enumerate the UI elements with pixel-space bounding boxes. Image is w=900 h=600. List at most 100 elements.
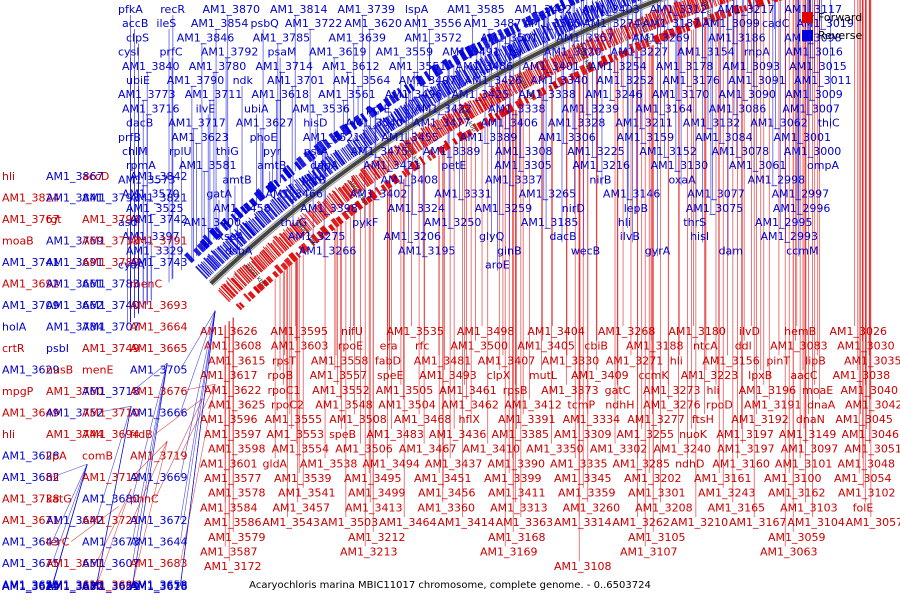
reverse-gene [607,0,614,12]
forward-gene [548,84,554,92]
gene-label-left: AM1_3721 [82,514,140,527]
forward-gene [383,179,393,190]
reverse-gene [480,36,491,49]
forward-gene [587,61,595,72]
gene-label-reverse: AM1_3711 [185,88,243,101]
gene-label-forward: AM1_3548 [315,399,373,412]
forward-gene [535,62,545,80]
reverse-gene [628,0,632,5]
forward-gene [670,5,677,21]
gene-label-forward: ndhH [605,399,634,412]
reverse-gene [365,129,376,144]
forward-gene [237,268,252,283]
gene-label-forward: AM1_3437 [425,457,483,470]
reverse-gene [248,197,258,208]
gene-label-left: AM1_3784 [46,321,104,334]
gene-label-reverse: AM1_3365 [523,17,581,30]
forward-gene [418,131,429,147]
forward-gene [483,90,494,107]
gene-label-reverse: AM1_3007 [782,102,840,115]
gene-label-left: AM1_3769 [46,235,104,248]
gene-label-left: AM1_3791 [130,235,188,248]
reverse-gene [584,6,593,22]
gene-label-reverse: gyrA [645,244,671,257]
gene-label-forward: AM1_3535 [386,325,444,338]
forward-gene [371,165,382,179]
gene-label-reverse: AM1_3421 [363,159,421,172]
forward-gene [773,0,779,3]
reverse-gene [446,78,456,93]
gene-label-reverse: pstA [304,145,329,158]
forward-gene [686,0,694,15]
reverse-gene [575,9,584,26]
forward-gene [409,137,420,152]
reverse-gene [450,75,460,90]
forward-gene [509,78,519,94]
gene-label-reverse: AM1_3792 [201,46,259,59]
gene-label-forward: mutL [529,369,558,382]
forward-gene [712,0,716,7]
gene-label-reverse: AM1_3497 [399,74,457,87]
reverse-gene [214,248,227,262]
reverse-gene [494,48,505,65]
gene-label-left: AM1_3669 [130,471,188,484]
reverse-gene [316,166,326,179]
forward-gene [600,55,609,66]
gene-label-left: AM1_3738 [2,493,60,506]
forward-gene [651,11,659,29]
reverse-gene [552,21,561,37]
reverse-gene [349,120,358,131]
reverse-gene [441,58,452,71]
gene-label-reverse: thiG [216,145,239,158]
gene-label-reverse: AM1_3154 [677,46,735,59]
forward-gene [459,106,469,122]
gene-label-left: AM1_3742 [130,213,188,226]
gene-label-forward: AM1_3373 [541,384,599,397]
forward-gene [738,5,744,13]
gene-label-reverse: AM1_3084 [695,131,753,144]
forward-gene [482,93,492,109]
forward-gene [580,43,589,59]
forward-gene [720,0,724,5]
gene-label-forward: AM1_3102 [838,487,896,500]
gene-label-forward: AM1_3553 [267,428,325,441]
forward-gene [348,203,358,215]
gene-label-reverse: AM1_3159 [617,131,675,144]
forward-gene [256,254,268,268]
reverse-gene [251,218,263,231]
gene-label-reverse: AM1_3227 [611,46,669,59]
reverse-gene [394,108,406,124]
forward-gene [351,177,362,192]
gene-label-forward: AM1_3188 [626,340,684,353]
reverse-gene [389,111,401,127]
gene-label-forward: AM1_3243 [698,487,756,500]
reverse-gene [379,118,391,133]
reverse-gene [466,64,477,81]
forward-gene [310,233,320,244]
gene-label-left: AM1_3760 [46,385,104,398]
gene-connector [180,310,216,542]
gene-label-reverse: AM1_3403 [582,3,640,16]
gene-label-forward: hli [707,384,720,397]
reverse-gene [346,143,357,157]
reverse-gene [546,26,554,40]
reverse-gene [370,107,378,116]
gene-label-reverse: cadC [762,17,790,30]
gene-label-reverse: AM1_3009 [785,88,843,101]
gene-label-reverse: AM1_3501 [480,31,538,44]
reverse-gene [434,85,444,100]
gene-connector [96,406,132,521]
forward-gene [286,226,299,242]
gene-label-reverse: AM1_3814 [270,3,328,16]
reverse-gene [609,0,617,12]
reverse-gene [591,5,599,19]
reverse-gene [632,0,636,4]
reverse-gene [559,18,567,34]
forward-gene [585,64,593,73]
forward-gene [300,242,310,253]
reverse-gene [368,124,380,141]
reverse-gene [210,250,224,265]
gene-label-forward: AM1_3350 [526,443,584,456]
gene-label-reverse: AM1_3536 [292,102,350,115]
